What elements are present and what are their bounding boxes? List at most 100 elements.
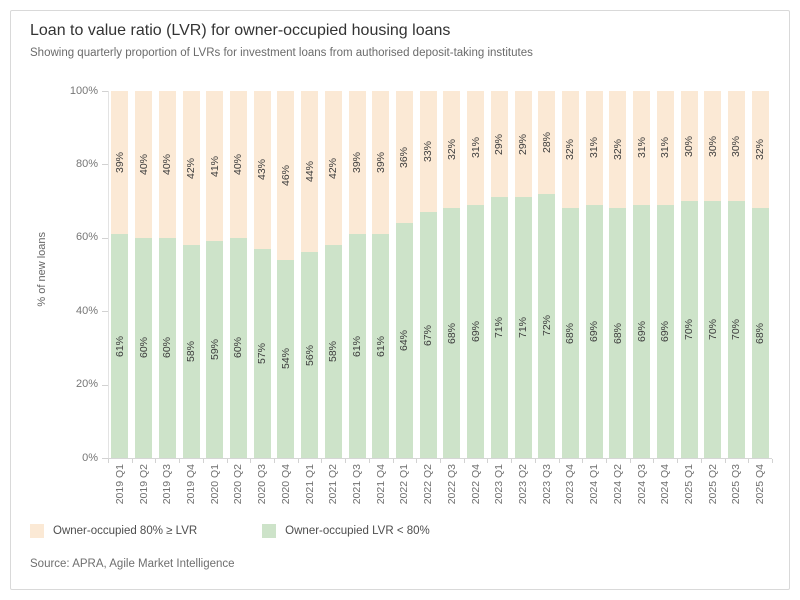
bar-segment-low-lvr[interactable]: 61% (348, 234, 366, 458)
x-tick-label-text: 2022 Q2 (422, 464, 435, 505)
legend-item[interactable]: Owner-occupied 80% ≥ LVR (30, 524, 197, 538)
bar-2024-q1[interactable]: 31% 69% (585, 91, 603, 458)
bar-segment-low-lvr[interactable]: 68% (751, 208, 769, 458)
bar-2022-q2[interactable]: 33% 67% (419, 91, 437, 458)
bar-segment-high-lvr[interactable]: 29% (490, 91, 508, 198)
bar-segment-low-lvr[interactable]: 68% (443, 208, 461, 458)
bar-segment-low-lvr[interactable]: 60% (229, 237, 247, 458)
bar-2022-q4[interactable]: 31% 69% (467, 91, 485, 458)
bar-segment-low-lvr[interactable]: 57% (253, 248, 271, 458)
bar-segment-high-lvr[interactable]: 29% (514, 91, 532, 198)
x-tick-mark (108, 459, 109, 463)
bar-2022-q3[interactable]: 32% 68% (443, 91, 461, 458)
bar-2025-q4[interactable]: 32% 68% (751, 91, 769, 458)
bar-segment-high-lvr[interactable]: 32% (751, 91, 769, 209)
bar-value-label: 69% (635, 320, 648, 342)
bar-segment-high-lvr[interactable]: 40% (135, 91, 153, 238)
bar-segment-high-lvr[interactable]: 30% (727, 91, 745, 202)
bar-segment-high-lvr[interactable]: 43% (253, 91, 271, 249)
bar-segment-high-lvr[interactable]: 31% (585, 91, 603, 205)
bar-segment-high-lvr[interactable]: 30% (704, 91, 722, 202)
bar-segment-high-lvr[interactable]: 41% (206, 91, 224, 242)
bar-2023-q1[interactable]: 29% 71% (490, 91, 508, 458)
bar-segment-low-lvr[interactable]: 71% (514, 197, 532, 458)
bar-segment-high-lvr[interactable]: 31% (467, 91, 485, 205)
bar-2025-q1[interactable]: 30% 70% (680, 91, 698, 458)
bar-segment-high-lvr[interactable]: 36% (395, 91, 413, 224)
bar-2024-q3[interactable]: 31% 69% (633, 91, 651, 458)
y-tick-label: 40% (75, 304, 98, 317)
bar-value-label: 40% (161, 153, 174, 175)
bar-segment-high-lvr[interactable]: 39% (348, 91, 366, 235)
bar-segment-low-lvr[interactable]: 61% (111, 234, 129, 458)
bar-2020-q2[interactable]: 40% 60% (229, 91, 247, 458)
bar-segment-low-lvr[interactable]: 72% (538, 193, 556, 458)
bar-2024-q4[interactable]: 31% 69% (656, 91, 674, 458)
bar-segment-high-lvr[interactable]: 31% (656, 91, 674, 205)
bar-segment-high-lvr[interactable]: 40% (229, 91, 247, 238)
bar-2019-q3[interactable]: 40% 60% (158, 91, 176, 458)
bar-segment-high-lvr[interactable]: 40% (158, 91, 176, 238)
bar-segment-high-lvr[interactable]: 32% (609, 91, 627, 209)
bar-segment-low-lvr[interactable]: 70% (680, 201, 698, 458)
bar-value-label: 36% (398, 146, 411, 168)
x-tick-mark (226, 459, 228, 463)
bar-segment-high-lvr[interactable]: 46% (277, 91, 295, 260)
x-tick-label-text: 2020 Q1 (208, 464, 221, 505)
bar-segment-high-lvr[interactable]: 33% (419, 91, 437, 213)
bar-2019-q4[interactable]: 42% 58% (182, 91, 200, 458)
bar-2025-q2[interactable]: 30% 70% (704, 91, 722, 458)
bar-segment-low-lvr[interactable]: 69% (585, 204, 603, 458)
bar-segment-high-lvr[interactable]: 28% (538, 91, 556, 194)
bar-segment-low-lvr[interactable]: 60% (158, 237, 176, 458)
x-tick-mark (250, 459, 252, 463)
bar-2021-q4[interactable]: 39% 61% (372, 91, 390, 458)
bar-2021-q2[interactable]: 42% 58% (324, 91, 342, 458)
bar-segment-low-lvr[interactable]: 69% (633, 204, 651, 458)
bar-segment-high-lvr[interactable]: 42% (182, 91, 200, 246)
bar-segment-low-lvr[interactable]: 71% (490, 197, 508, 458)
bar-2021-q3[interactable]: 39% 61% (348, 91, 366, 458)
bar-segment-low-lvr[interactable]: 67% (419, 212, 437, 458)
bar-segment-high-lvr[interactable]: 39% (372, 91, 390, 235)
bar-2019-q2[interactable]: 40% 60% (135, 91, 153, 458)
bar-segment-low-lvr[interactable]: 70% (727, 201, 745, 458)
bar-segment-low-lvr[interactable]: 58% (182, 245, 200, 458)
bar-2025-q3[interactable]: 30% 70% (727, 91, 745, 458)
bar-2020-q4[interactable]: 46% 54% (277, 91, 295, 458)
x-tick-label: 2024 Q3 (630, 464, 653, 516)
bar-segment-high-lvr[interactable]: 32% (443, 91, 461, 209)
bar-segment-low-lvr[interactable]: 64% (395, 223, 413, 458)
bar-2023-q2[interactable]: 29% 71% (514, 91, 532, 458)
bar-2020-q3[interactable]: 43% 57% (253, 91, 271, 458)
legend-swatch (30, 524, 44, 538)
bar-segment-high-lvr[interactable]: 30% (680, 91, 698, 202)
bar-2020-q1[interactable]: 41% 59% (206, 91, 224, 458)
x-tick-mark (345, 459, 347, 463)
bar-segment-low-lvr[interactable]: 58% (324, 245, 342, 458)
legend-item[interactable]: Owner-occupied LVR < 80% (262, 524, 430, 538)
bar-2023-q3[interactable]: 28% 72% (538, 91, 556, 458)
bar-segment-low-lvr[interactable]: 59% (206, 241, 224, 458)
bar-segment-low-lvr[interactable]: 56% (301, 252, 319, 458)
bar-segment-high-lvr[interactable]: 31% (633, 91, 651, 205)
bar-segment-low-lvr[interactable]: 60% (135, 237, 153, 458)
bar-segment-low-lvr[interactable]: 70% (704, 201, 722, 458)
bar-segment-high-lvr[interactable]: 32% (561, 91, 579, 209)
bar-segment-high-lvr[interactable]: 44% (301, 91, 319, 253)
bar-segment-low-lvr[interactable]: 69% (656, 204, 674, 458)
bar-2023-q4[interactable]: 32% 68% (561, 91, 579, 458)
x-tick-label-text: 2020 Q2 (232, 464, 245, 505)
bar-segment-low-lvr[interactable]: 69% (467, 204, 485, 458)
bar-segment-low-lvr[interactable]: 68% (561, 208, 579, 458)
bar-segment-low-lvr[interactable]: 68% (609, 208, 627, 458)
bar-segment-low-lvr[interactable]: 54% (277, 259, 295, 458)
bar-segment-high-lvr[interactable]: 39% (111, 91, 129, 235)
bar-2021-q1[interactable]: 44% 56% (301, 91, 319, 458)
bar-2022-q1[interactable]: 36% 64% (395, 91, 413, 458)
bar-segment-low-lvr[interactable]: 61% (372, 234, 390, 458)
bar-2024-q2[interactable]: 32% 68% (609, 91, 627, 458)
bar-value-label: 61% (374, 335, 387, 357)
bar-2019-q1[interactable]: 39% 61% (111, 91, 129, 458)
bar-segment-high-lvr[interactable]: 42% (324, 91, 342, 246)
